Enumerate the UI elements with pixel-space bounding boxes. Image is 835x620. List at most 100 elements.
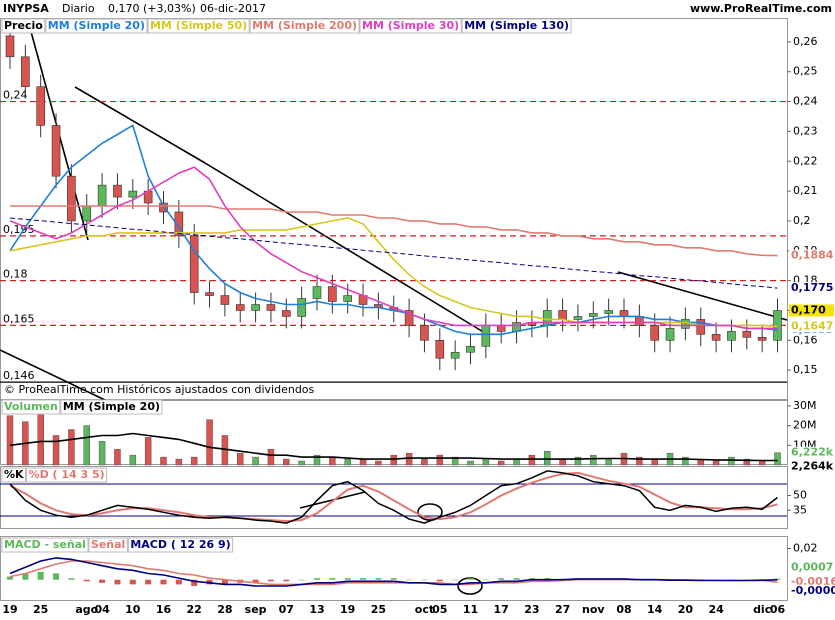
candle-body — [128, 190, 138, 198]
volume-bar — [298, 460, 305, 466]
volume-bar — [83, 425, 90, 466]
last-value-label: -0,0000 — [791, 584, 835, 597]
candle-body — [711, 334, 721, 341]
last-value-box — [789, 249, 834, 262]
x-tick-label: 16 — [156, 603, 172, 616]
x-tick-label: 27 — [555, 603, 570, 616]
legend-box — [88, 537, 128, 553]
last-value-label: 0,1647 — [791, 319, 833, 332]
legend-entry: MACD - señal — [4, 538, 86, 551]
legend-box — [461, 18, 572, 34]
legend-entry: MM (Simple 130) — [464, 19, 569, 32]
candle-body — [343, 295, 353, 302]
last-value-box — [789, 561, 834, 574]
annotation-circle — [457, 577, 483, 595]
volume-bar — [6, 415, 14, 466]
candle-body — [742, 331, 752, 338]
last-value-label: 0,0007 — [791, 561, 833, 574]
histogram-bar — [298, 579, 305, 581]
volume-bar — [574, 456, 582, 466]
y-tick-label: 0,15 — [793, 363, 818, 376]
level-label: 0,18 — [3, 268, 28, 281]
candle-body — [159, 202, 168, 213]
last-value: 0,170 — [789, 303, 834, 317]
source: www.ProRealTime.com — [690, 2, 832, 15]
candle-body — [466, 345, 475, 353]
volume-bar — [37, 409, 44, 466]
candle-body — [650, 325, 660, 341]
histogram-bar — [360, 578, 367, 580]
candle-body — [727, 331, 736, 341]
volume-bar — [237, 452, 244, 466]
volume-bar — [390, 454, 397, 466]
y-tick-label: 0,26 — [793, 35, 818, 48]
x-tick-label: 25 — [33, 603, 48, 616]
volume-bar — [313, 454, 321, 466]
volume-bar — [528, 454, 536, 466]
candle-body — [604, 310, 613, 314]
histogram-bar — [329, 578, 336, 580]
x-tick-label: oct — [415, 603, 434, 616]
candle-body — [51, 125, 61, 177]
candle-body — [635, 316, 644, 326]
histogram-bar — [99, 579, 106, 583]
volume-bar — [482, 458, 490, 466]
volume-bar — [144, 437, 152, 466]
symbol: INYPSA — [3, 2, 49, 15]
candle-body — [235, 304, 245, 311]
histogram-bar — [221, 579, 228, 585]
candle-body — [558, 310, 567, 320]
x-tick-label: 25 — [371, 603, 386, 616]
x-tick-label: 23 — [524, 603, 539, 616]
indicator-line — [9, 470, 778, 524]
volume-bar — [375, 460, 382, 466]
volume-bar — [544, 450, 551, 466]
volume-bar — [651, 458, 658, 466]
histogram-bar — [467, 578, 474, 580]
histogram-bar — [7, 576, 13, 580]
candle-body — [251, 304, 260, 311]
histogram-bar — [145, 579, 152, 585]
volume-bar — [283, 458, 290, 466]
legend-entry: Precio — [4, 19, 43, 32]
footer: © ProRealTime.com Históricos ajustados c… — [4, 383, 315, 396]
candle-body — [619, 310, 629, 317]
histogram-bar — [314, 578, 320, 580]
legend-entry: %K — [4, 468, 24, 481]
candle-body — [420, 325, 429, 341]
ma-line — [9, 166, 778, 330]
trendline — [0, 349, 106, 401]
histogram-bar — [160, 579, 167, 585]
y-tick-label: 30M — [793, 399, 817, 412]
candle-body — [266, 304, 276, 311]
x-tick-label: 11 — [463, 603, 478, 616]
candle-body — [404, 310, 414, 326]
date: 06-dic-2017 — [200, 2, 266, 15]
histogram-bar — [83, 579, 90, 582]
volume-bar — [451, 456, 459, 466]
legend-box — [1, 537, 89, 553]
level-label: 0,165 — [3, 312, 35, 325]
x-tick-label: nov — [582, 603, 605, 616]
histogram-bar — [175, 579, 182, 585]
legend-box — [26, 467, 108, 483]
x-tick-label: 05 — [432, 603, 447, 616]
macd-line — [9, 557, 778, 587]
histogram-bar — [283, 579, 290, 582]
volume-bar — [590, 454, 597, 466]
volume-bar — [160, 456, 167, 466]
last-value: -0,0000 — [789, 584, 835, 597]
histogram-bar — [344, 578, 351, 580]
legend-entry: MM (Simple 50) — [150, 19, 247, 32]
histogram-bar — [53, 573, 60, 580]
volume-bar — [467, 460, 474, 466]
volume-bar — [329, 456, 336, 466]
volume-bar — [497, 460, 505, 466]
volume-bar — [743, 458, 751, 466]
legend-box — [359, 18, 462, 34]
volume-bar — [774, 452, 781, 466]
y-tick-label: 35 — [793, 503, 807, 516]
volume-bar — [190, 456, 198, 466]
stoch-panel — [0, 466, 788, 529]
